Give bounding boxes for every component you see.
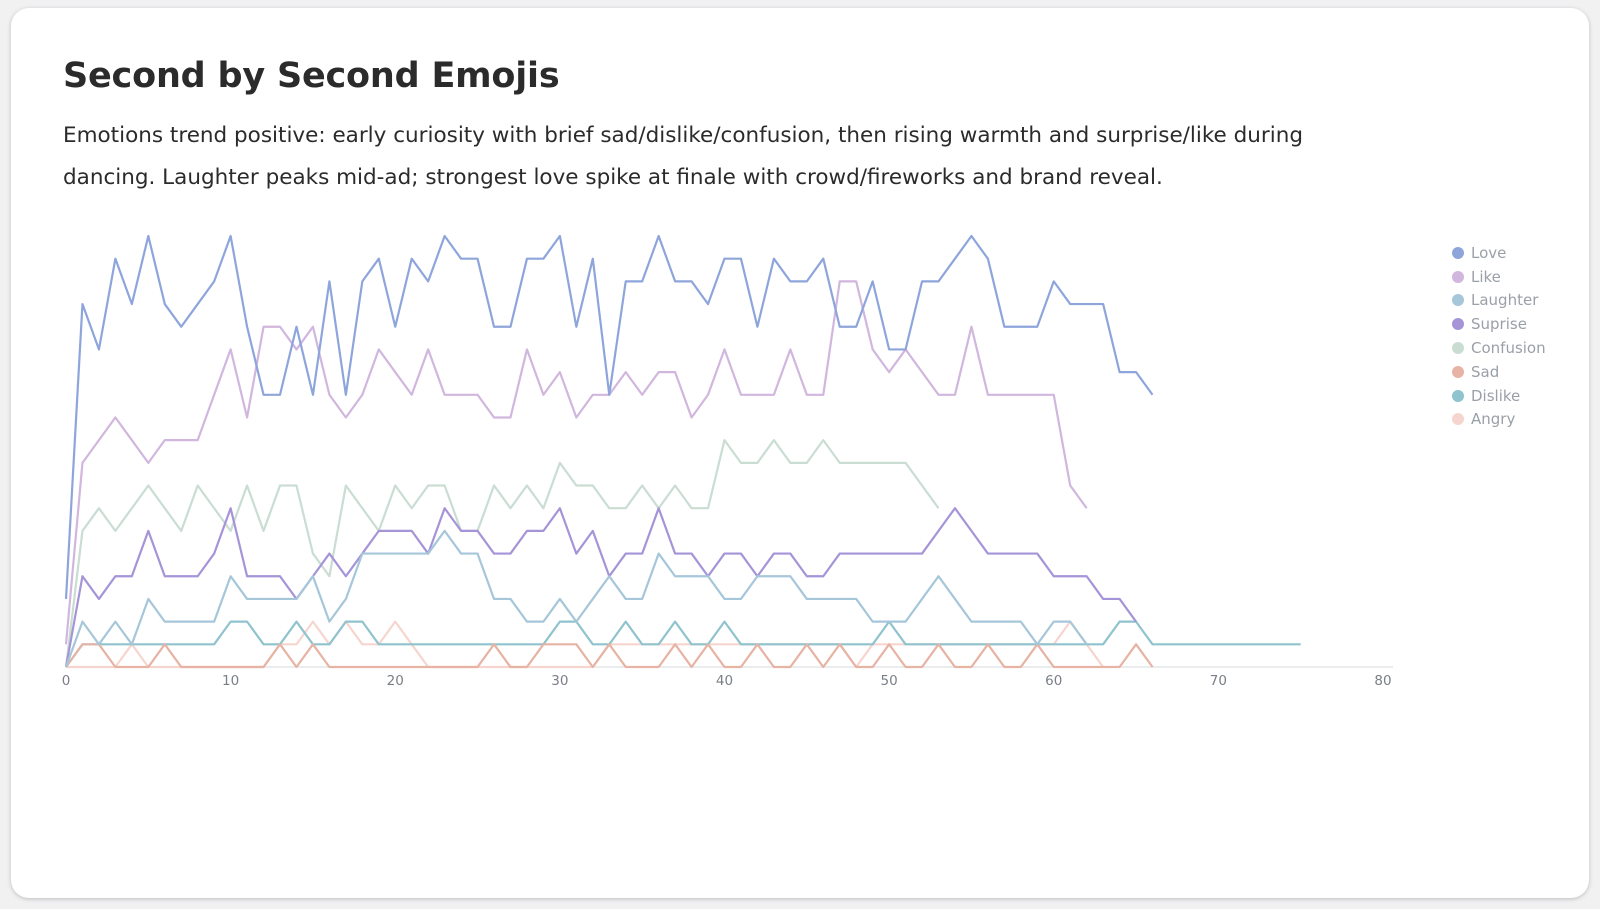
- series-line-laughter: [64, 529, 1088, 668]
- chart-card: Second by Second Emojis Emotions trend p…: [11, 8, 1589, 898]
- series-line-like: [64, 280, 1088, 645]
- legend-item-love[interactable]: Love: [1452, 241, 1546, 265]
- chart-title: Second by Second Emojis: [63, 56, 560, 96]
- legend-item-angry[interactable]: Angry: [1452, 408, 1546, 432]
- legend-swatch: [1452, 413, 1464, 426]
- legend-swatch: [1452, 318, 1464, 331]
- legend-item-suprise[interactable]: Suprise: [1452, 312, 1546, 336]
- x-tick-label: 0: [62, 673, 71, 689]
- legend-item-dislike[interactable]: Dislike: [1452, 384, 1546, 408]
- series-line-suprise: [64, 507, 1137, 668]
- chart-legend: Love Like Laughter Suprise Confusion Sad Disli…: [1452, 241, 1546, 431]
- series-line-love: [64, 234, 1154, 600]
- series-line-confusion: [64, 439, 940, 668]
- series-line-dislike: [65, 620, 1301, 668]
- legend-swatch: [1452, 365, 1464, 378]
- legend-swatch: [1452, 246, 1464, 259]
- x-tick-label: 60: [1045, 673, 1062, 689]
- legend-swatch: [1452, 389, 1464, 402]
- legend-label: Laughter: [1471, 291, 1539, 310]
- legend-swatch: [1452, 342, 1464, 355]
- x-tick-label: 10: [222, 673, 239, 689]
- x-tick-label: 80: [1374, 673, 1391, 689]
- legend-item-confusion[interactable]: Confusion: [1452, 336, 1546, 360]
- legend-label: Love: [1471, 243, 1507, 262]
- line-chart: 0 10 20 30 40 50 60 70 80: [62, 234, 1393, 689]
- series-line-sad: [65, 643, 1154, 669]
- legend-label: Dislike: [1471, 386, 1521, 405]
- legend-label: Confusion: [1471, 339, 1546, 358]
- legend-label: Like: [1471, 267, 1501, 286]
- legend-label: Angry: [1471, 410, 1516, 429]
- legend-item-laughter[interactable]: Laughter: [1452, 289, 1546, 313]
- legend-label: Suprise: [1471, 315, 1527, 334]
- legend-swatch: [1452, 270, 1464, 283]
- chart-description: Emotions trend positive: early curiosity…: [63, 123, 1303, 190]
- legend-item-like[interactable]: Like: [1452, 265, 1546, 289]
- x-tick-label: 30: [551, 673, 568, 689]
- legend-swatch: [1452, 294, 1464, 307]
- legend-item-sad[interactable]: Sad: [1452, 360, 1546, 384]
- x-tick-label: 20: [387, 673, 404, 689]
- x-tick-label: 50: [881, 673, 898, 689]
- x-tick-label: 40: [716, 673, 733, 689]
- legend-label: Sad: [1471, 362, 1500, 381]
- x-tick-label: 70: [1210, 673, 1227, 689]
